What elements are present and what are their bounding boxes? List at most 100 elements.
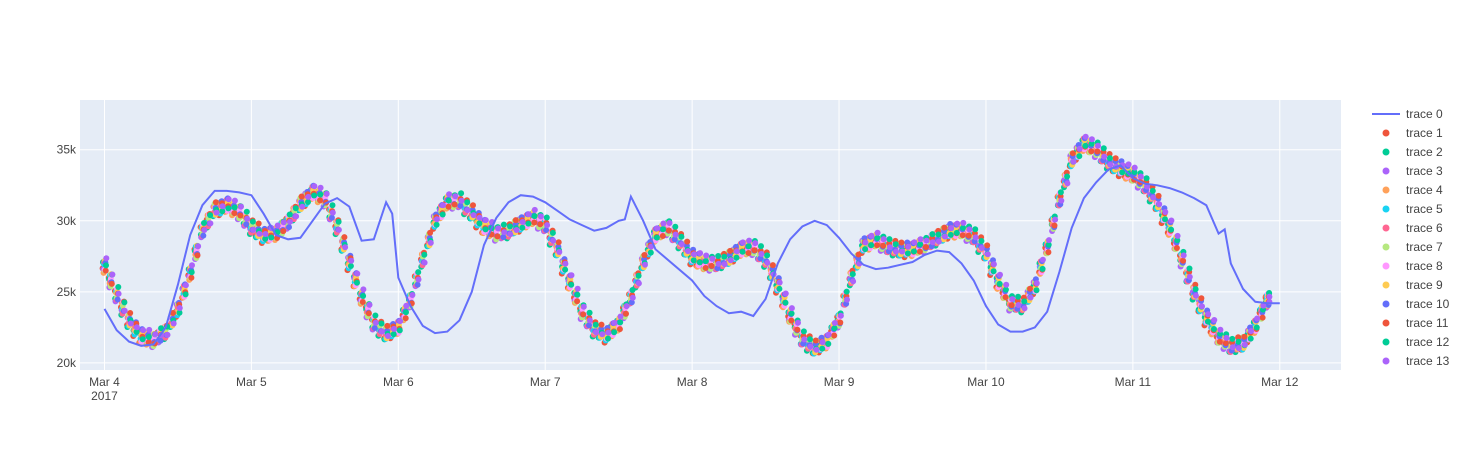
scatter-point xyxy=(788,310,795,317)
scatter-point xyxy=(709,255,716,262)
scatter-point xyxy=(665,227,672,234)
legend-item[interactable]: trace 6 xyxy=(1382,221,1444,235)
legend-item[interactable]: trace 0 xyxy=(1372,107,1443,121)
scatter-point xyxy=(1198,295,1205,302)
scatter-point xyxy=(317,184,324,191)
scatter-point xyxy=(1101,153,1108,160)
scatter-point xyxy=(188,274,195,281)
legend-item[interactable]: trace 1 xyxy=(1382,126,1444,140)
scatter-point xyxy=(831,320,838,326)
scatter-point xyxy=(745,243,752,250)
legend-item[interactable]: trace 9 xyxy=(1382,278,1444,292)
scatter-point xyxy=(311,183,318,190)
legend-item[interactable]: trace 12 xyxy=(1382,335,1450,349)
scatter-point xyxy=(592,321,599,328)
scatter-point xyxy=(862,239,869,246)
legend-marker-swatch xyxy=(1382,300,1390,308)
scatter-point xyxy=(660,226,667,233)
scatter-point xyxy=(702,258,709,265)
scatter-point xyxy=(133,328,140,335)
scatter-point xyxy=(923,244,929,250)
scatter-point xyxy=(495,225,502,232)
scatter-point xyxy=(127,310,134,316)
scatter-point xyxy=(978,245,985,251)
scatter-point xyxy=(758,251,765,257)
scatter-point xyxy=(543,214,550,221)
scatter-point xyxy=(1204,318,1211,325)
scatter-point xyxy=(109,271,116,278)
legend-item[interactable]: trace 2 xyxy=(1382,145,1444,159)
scatter-point xyxy=(244,215,251,222)
y-tick-label: 25k xyxy=(57,285,77,299)
scatter-point xyxy=(115,284,122,290)
scatter-point xyxy=(1131,164,1138,171)
scatter-point xyxy=(121,307,128,314)
scatter-point xyxy=(176,305,183,311)
x-tick-label: Mar 12 xyxy=(1261,375,1299,389)
legend-item[interactable]: trace 13 xyxy=(1382,354,1450,368)
scatter-point xyxy=(721,261,728,268)
scatter-point xyxy=(427,239,434,246)
scatter-point xyxy=(127,320,134,327)
scatter-point xyxy=(666,220,673,226)
scatter-point xyxy=(440,202,446,209)
scatter-point xyxy=(794,326,801,333)
scatter-point xyxy=(403,302,410,309)
scatter-point xyxy=(691,251,697,258)
scatter-point xyxy=(1162,209,1169,215)
scatter-point xyxy=(599,331,606,338)
scatter-point xyxy=(1180,257,1187,264)
scatter-point xyxy=(911,248,917,255)
scatter-point xyxy=(635,280,642,287)
scatter-point xyxy=(605,335,611,342)
scatter-point xyxy=(1125,161,1132,168)
scatter-point xyxy=(642,261,648,268)
scatter-point xyxy=(341,234,348,241)
legend[interactable]: trace 0 trace 1 trace 2 trace 3 trace 4 trace… xyxy=(1372,107,1450,368)
scatter-point xyxy=(562,266,569,273)
plot-area[interactable] xyxy=(99,133,1280,357)
scatter-point xyxy=(299,203,306,210)
scatter-point xyxy=(715,253,722,259)
scatter-point xyxy=(671,236,678,243)
scatter-point xyxy=(831,325,838,332)
legend-item[interactable]: trace 4 xyxy=(1382,183,1444,197)
scatter-point xyxy=(708,262,715,269)
scatter-point xyxy=(1229,335,1236,342)
scatter-point xyxy=(556,249,563,255)
scatter-point xyxy=(960,219,967,226)
scatter-point xyxy=(115,290,122,297)
scatter-point xyxy=(200,232,207,239)
legend-item[interactable]: trace 3 xyxy=(1382,164,1444,178)
legend-item[interactable]: trace 11 xyxy=(1382,316,1449,330)
scatter-point xyxy=(1235,338,1242,345)
scatter-point xyxy=(1248,328,1254,335)
scatter-point xyxy=(1106,155,1113,162)
scatter-point xyxy=(745,250,752,256)
scatter-point xyxy=(923,237,930,244)
legend-item[interactable]: trace 5 xyxy=(1382,202,1444,216)
legend-label: trace 2 xyxy=(1406,145,1443,159)
legend-item[interactable]: trace 7 xyxy=(1382,240,1444,254)
scatter-point xyxy=(207,220,214,227)
scatter-point xyxy=(445,197,452,204)
legend-item[interactable]: trace 10 xyxy=(1382,297,1450,311)
scatter-point xyxy=(458,190,465,197)
legend-item[interactable]: trace 8 xyxy=(1382,259,1444,273)
scatter-point xyxy=(751,247,758,254)
y-tick-label: 35k xyxy=(57,143,77,157)
scatter-point xyxy=(1088,140,1095,147)
scatter-point xyxy=(262,235,269,242)
scatter-point xyxy=(898,239,905,246)
scatter-point xyxy=(647,249,654,256)
legend-label: trace 10 xyxy=(1406,297,1450,311)
scatter-point xyxy=(1027,285,1033,292)
scatter-point xyxy=(843,288,850,295)
scatter-point xyxy=(512,217,519,224)
scatter-point xyxy=(317,197,323,204)
scatter-point xyxy=(457,202,464,209)
scatter-point xyxy=(1168,217,1175,224)
scatter-point xyxy=(1076,145,1083,152)
scatter-point xyxy=(145,334,152,340)
scatter-point xyxy=(335,226,342,233)
